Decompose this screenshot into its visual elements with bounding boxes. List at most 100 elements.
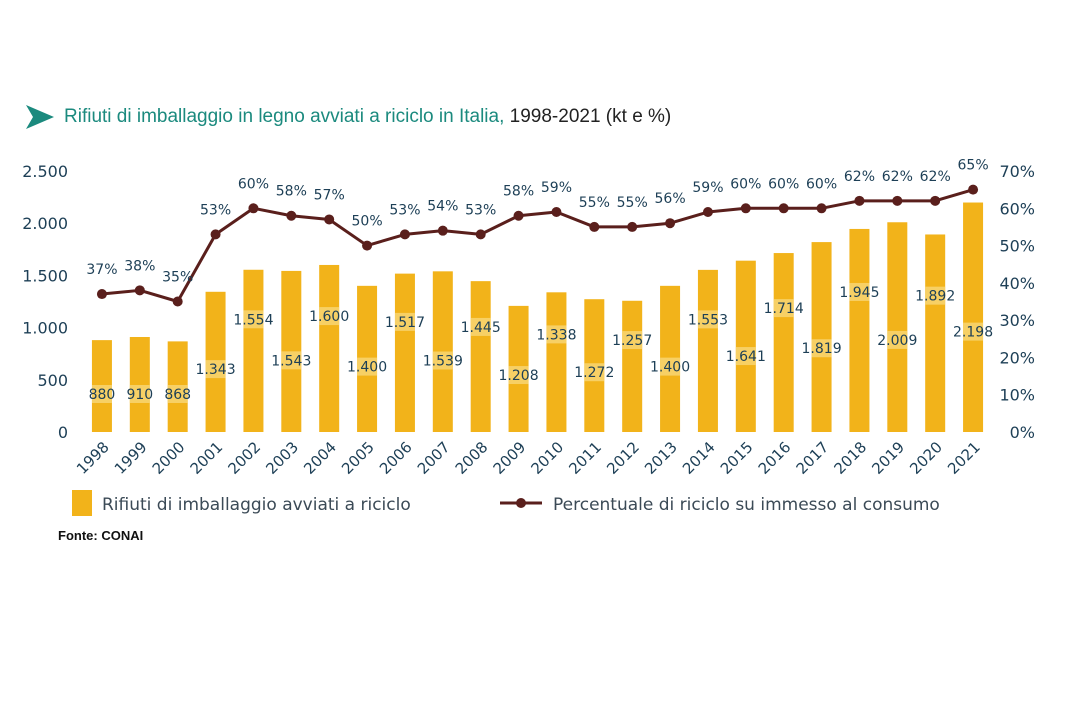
bar-label-bg-2000 — [167, 385, 188, 403]
bar-2020 — [925, 234, 946, 432]
legend-line-label: Percentuale di riciclo su immesso al con… — [553, 495, 940, 515]
bar-2019 — [887, 222, 908, 432]
legend-bar-label: Rifiuti di imballaggio avviati a riciclo — [102, 495, 411, 515]
x-tick-2003: 2003 — [262, 438, 302, 478]
x-tick-2007: 2007 — [414, 438, 454, 478]
percent-point-2009 — [513, 210, 524, 221]
percent-point-2019 — [892, 195, 903, 206]
bar-value-label-2003: 1.543 — [271, 353, 311, 369]
percent-label-2019: 62% — [882, 169, 913, 185]
percent-label-2009: 58% — [503, 184, 534, 200]
bar-2017 — [811, 242, 832, 432]
bar-value-label-2014: 1.553 — [688, 312, 728, 328]
y-right-tick-7: 70% — [999, 162, 1035, 181]
percent-point-2017 — [816, 203, 827, 214]
chart-area: 880 910 868 1.343 1.554 1.543 1.600 1.400 1.517 1… — [22, 158, 1035, 516]
source-note: Fonte: CONAI — [58, 528, 144, 543]
percent-label-1999: 38% — [124, 258, 155, 274]
percent-point-2021 — [968, 184, 979, 195]
x-tick-2000: 2000 — [149, 438, 189, 478]
x-tick-2016: 2016 — [755, 438, 795, 478]
x-tick-2005: 2005 — [338, 438, 378, 478]
bar-label-bg-2007 — [432, 351, 453, 370]
legend: Rifiuti di imballaggio avviati a riciclo… — [72, 490, 940, 516]
bar-label-bg-2018 — [849, 282, 870, 301]
percent-point-2001 — [210, 229, 221, 240]
x-tick-1998: 1998 — [73, 438, 113, 478]
x-tick-2021: 2021 — [944, 438, 984, 478]
arrow-right-icon — [26, 105, 54, 129]
bar-value-label-2012: 1.257 — [612, 333, 652, 349]
bar-value-label-2010: 1.338 — [536, 327, 576, 343]
percent-label-2000: 35% — [162, 270, 193, 286]
bar-label-bg-2021 — [963, 322, 984, 341]
x-tick-2015: 2015 — [717, 438, 757, 478]
percent-point-2006 — [399, 229, 410, 240]
x-tick-2010: 2010 — [528, 438, 568, 478]
bar-label-bg-1998 — [91, 385, 112, 403]
percent-point-2015 — [740, 203, 751, 214]
legend-bar-swatch — [72, 490, 92, 516]
x-tick-2020: 2020 — [906, 438, 946, 478]
y-left-tick-3: 1.500 — [22, 266, 68, 285]
bar-label-bg-2004 — [319, 307, 340, 326]
percent-label-2007: 54% — [427, 199, 458, 215]
percent-label-2003: 58% — [276, 184, 307, 200]
bar-value-label-2011: 1.272 — [574, 365, 614, 381]
percent-label-2005: 50% — [352, 214, 383, 230]
bar-2010 — [546, 292, 567, 432]
y-right-tick-5: 50% — [999, 237, 1035, 256]
y-left-tick-5: 2.500 — [22, 162, 68, 181]
percent-label-2016: 60% — [768, 176, 799, 192]
legend-line-marker — [516, 498, 526, 508]
bar-value-label-2017: 1.819 — [802, 341, 842, 357]
percent-label-2008: 53% — [465, 202, 496, 218]
bar-value-label-2021: 2.198 — [953, 325, 993, 341]
percent-label-2012: 55% — [617, 195, 648, 211]
bar-1999 — [129, 336, 150, 432]
bar-value-label-2016: 1.714 — [764, 301, 804, 317]
x-tick-2011: 2011 — [565, 438, 605, 478]
bar-label-bg-2003 — [281, 351, 302, 370]
bars-layer — [91, 202, 984, 432]
percent-label-2018: 62% — [844, 169, 875, 185]
x-tick-2006: 2006 — [376, 438, 416, 478]
percent-point-2003 — [286, 210, 297, 221]
percent-point-2014 — [702, 207, 713, 218]
percent-point-1998 — [96, 289, 107, 300]
percent-point-1999 — [134, 285, 145, 296]
bar-label-bg-2006 — [394, 312, 415, 331]
x-tick-2017: 2017 — [793, 438, 833, 478]
x-tick-2004: 2004 — [300, 438, 340, 478]
bar-label-bg-2001 — [205, 360, 226, 379]
bar-2015 — [735, 260, 756, 432]
bar-label-bg-2010 — [546, 325, 567, 344]
bar-2012 — [622, 300, 643, 432]
x-tick-2019: 2019 — [868, 438, 908, 478]
line-layer — [96, 184, 979, 307]
chart-title: Rifiuti di imballaggio in legno avviati … — [64, 106, 671, 128]
bar-label-bg-2019 — [887, 330, 908, 349]
bar-value-label-2005: 1.400 — [347, 360, 387, 376]
x-tick-2018: 2018 — [831, 438, 871, 478]
x-tick-1999: 1999 — [111, 438, 151, 478]
bar-2014 — [697, 269, 718, 432]
percent-label-2002: 60% — [238, 176, 269, 192]
bar-2006 — [394, 273, 415, 432]
percent-label-2021: 65% — [958, 158, 989, 174]
bar-label-bg-2009 — [508, 366, 529, 385]
bar-label-bg-2008 — [470, 317, 491, 336]
x-tick-2008: 2008 — [452, 438, 492, 478]
bar-value-label-2007: 1.539 — [423, 354, 463, 370]
bar-label-bg-2002 — [243, 310, 264, 329]
bar-value-label-2002: 1.554 — [233, 312, 273, 328]
bar-label-bg-2020 — [925, 286, 946, 305]
percent-point-2005 — [362, 240, 373, 251]
y-right-tick-3: 30% — [999, 311, 1035, 330]
bar-2008 — [470, 281, 491, 432]
bar-label-bg-2015 — [735, 347, 756, 366]
bar-label-bg-2013 — [660, 357, 681, 376]
percent-label-2001: 53% — [200, 202, 231, 218]
chart-title-main: Rifiuti di imballaggio in legno avviati … — [64, 106, 505, 127]
percent-label-2015: 60% — [730, 176, 761, 192]
